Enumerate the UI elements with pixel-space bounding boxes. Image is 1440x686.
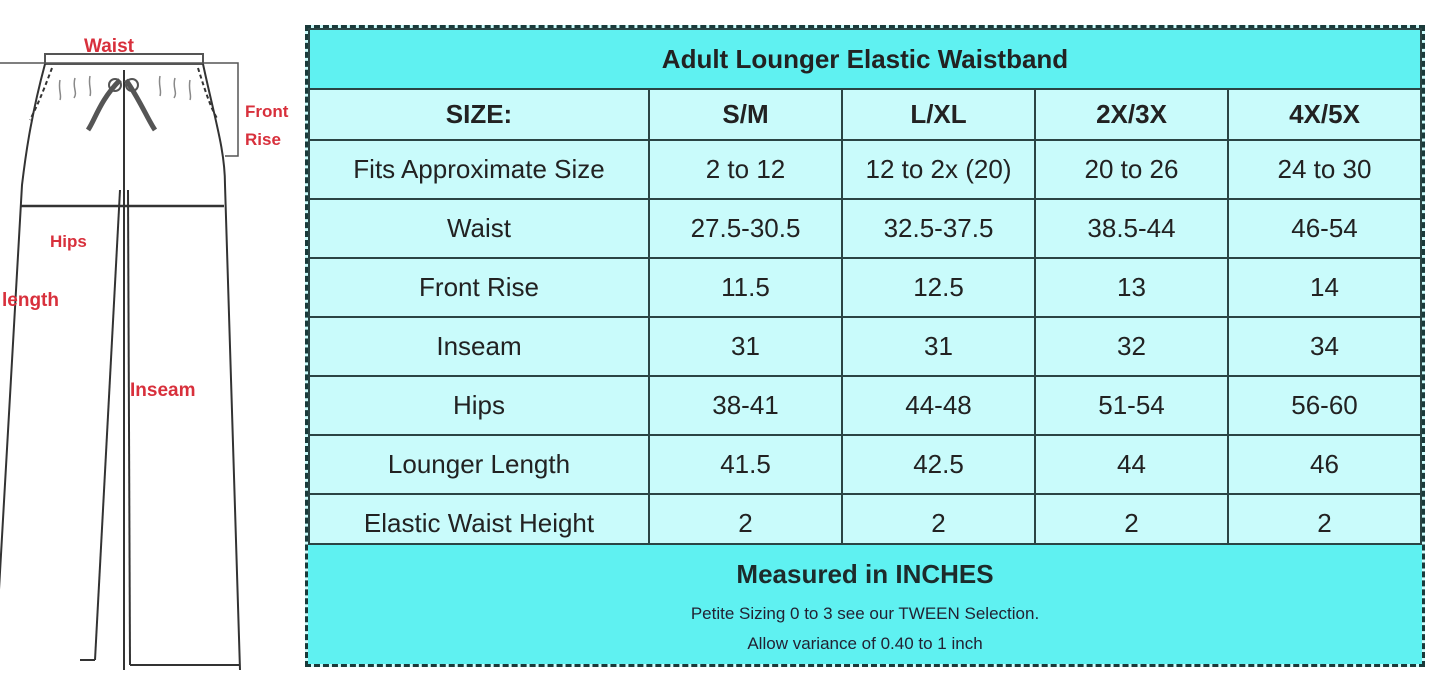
- measured-in-inches: Measured in INCHES: [736, 559, 994, 589]
- table-cell: 2 to 12: [648, 139, 843, 200]
- table-cell: 56-60: [1227, 375, 1422, 436]
- table-cell: 42.5: [841, 434, 1036, 495]
- table-cell: 13: [1034, 257, 1229, 318]
- table-row: Front Rise 11.5 12.5 13 14: [308, 257, 1422, 318]
- table-cell: 34: [1227, 316, 1422, 377]
- table-cell: 51-54: [1034, 375, 1229, 436]
- table-cell: 24 to 30: [1227, 139, 1422, 200]
- front-rise-label-2: Rise: [245, 130, 281, 149]
- table-cell: 12 to 2x (20): [841, 139, 1036, 200]
- table-cell: 11.5: [648, 257, 843, 318]
- length-label: length: [2, 290, 59, 311]
- size-column-header: S/M: [648, 88, 843, 141]
- table-cell: 20 to 26: [1034, 139, 1229, 200]
- size-column-header: 2X/3X: [1034, 88, 1229, 141]
- waist-label: Waist: [84, 36, 134, 57]
- table-row: Hips 38-41 44-48 51-54 56-60: [308, 375, 1422, 436]
- chart-title: Adult Lounger Elastic Waistband: [308, 28, 1422, 90]
- row-label: Lounger Length: [308, 434, 650, 495]
- table-cell: 31: [648, 316, 843, 377]
- size-table: Adult Lounger Elastic Waistband SIZE: S/M…: [308, 28, 1422, 554]
- table-cell: 12.5: [841, 257, 1036, 318]
- row-label: Front Rise: [308, 257, 650, 318]
- table-cell: 38.5-44: [1034, 198, 1229, 259]
- table-cell: 44: [1034, 434, 1229, 495]
- table-cell: 41.5: [648, 434, 843, 495]
- size-column-header: 4X/5X: [1227, 88, 1422, 141]
- inseam-label: Inseam: [130, 380, 196, 401]
- table-cell: 31: [841, 316, 1036, 377]
- row-label: Inseam: [308, 316, 650, 377]
- table-row: Waist 27.5-30.5 32.5-37.5 38.5-44 46-54: [308, 198, 1422, 259]
- table-cell: 44-48: [841, 375, 1036, 436]
- table-cell: 32.5-37.5: [841, 198, 1036, 259]
- table-cell: 38-41: [648, 375, 843, 436]
- petite-note: Petite Sizing 0 to 3 see our TWEEN Selec…: [690, 604, 1040, 623]
- size-header: SIZE:: [308, 88, 650, 141]
- table-row: Fits Approximate Size 2 to 12 12 to 2x (20…: [308, 139, 1422, 200]
- front-rise-label: Front: [245, 102, 289, 121]
- table-row: Inseam 31 31 32 34: [308, 316, 1422, 377]
- row-label: Hips: [308, 375, 650, 436]
- chart-footer: Measured in INCHES Petite Sizing 0 to 3 …: [308, 543, 1422, 664]
- size-column-header: L/XL: [841, 88, 1036, 141]
- pants-diagram: Waist Front Rise Hips length Inseam: [0, 20, 320, 681]
- size-chart: Adult Lounger Elastic Waistband SIZE: S/M…: [305, 25, 1425, 667]
- variance-note: Allow variance of 0.40 to 1 inch: [747, 634, 983, 653]
- table-cell: 46-54: [1227, 198, 1422, 259]
- table-cell: 32: [1034, 316, 1229, 377]
- table-cell: 14: [1227, 257, 1422, 318]
- row-label: Fits Approximate Size: [308, 139, 650, 200]
- table-cell: 46: [1227, 434, 1422, 495]
- hips-label: Hips: [50, 232, 87, 251]
- table-row: Lounger Length 41.5 42.5 44 46: [308, 434, 1422, 495]
- table-cell: 27.5-30.5: [648, 198, 843, 259]
- row-label: Waist: [308, 198, 650, 259]
- pants-outline-illustration: [0, 53, 241, 671]
